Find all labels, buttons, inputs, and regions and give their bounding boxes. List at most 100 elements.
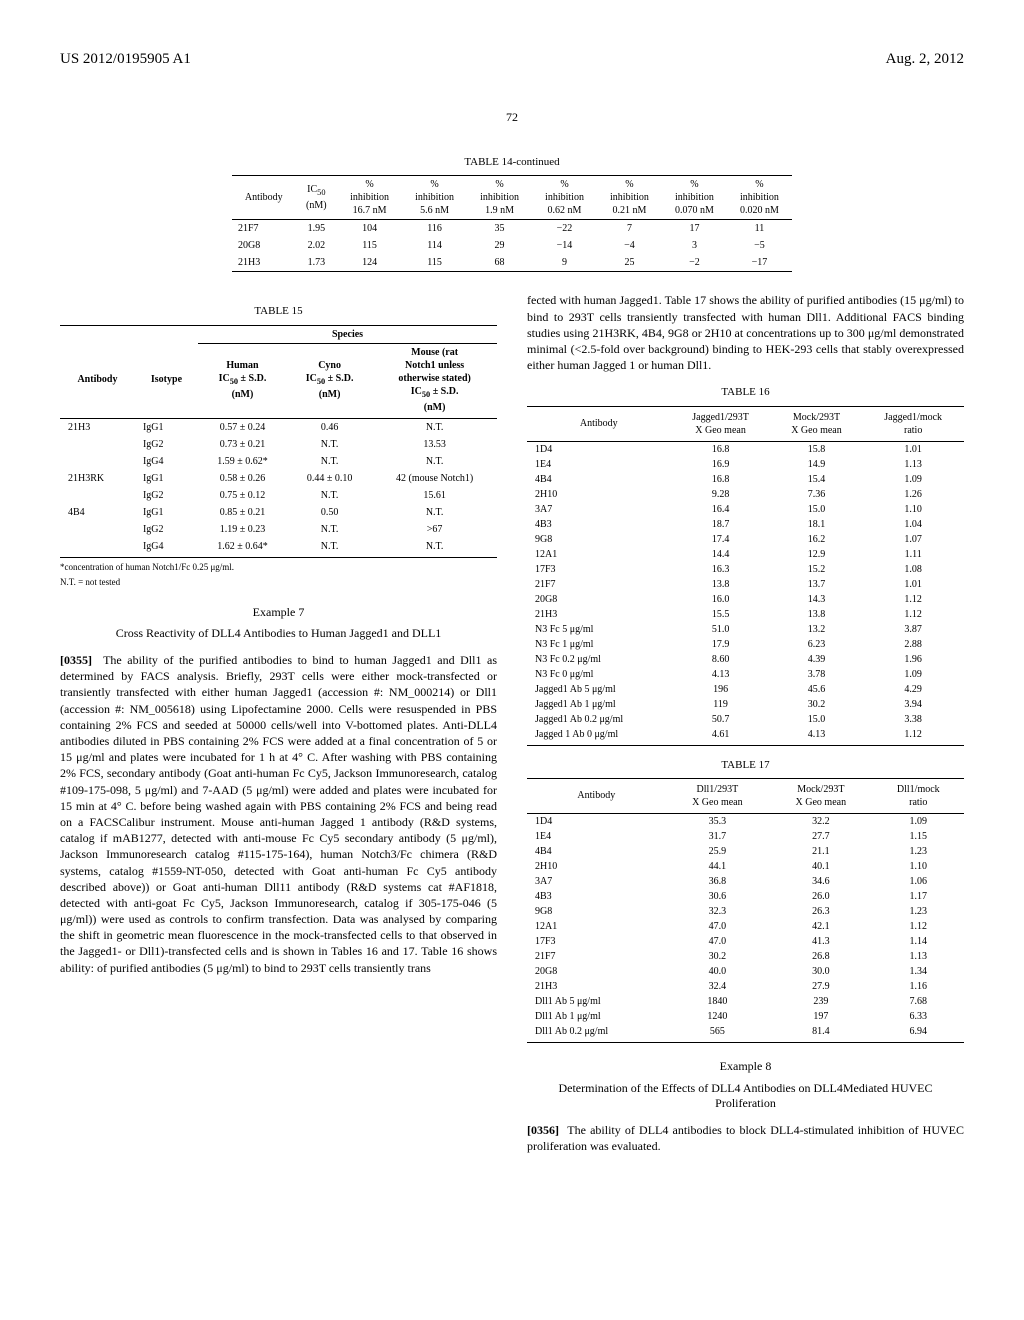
- table-cell: 197: [769, 1009, 872, 1024]
- table-row: 21H3RKIgG10.58 ± 0.260.44 ± 0.1042 (mous…: [60, 470, 497, 487]
- table-cell: 1.01: [862, 441, 964, 457]
- table-cell: 1.19 ± 0.23: [198, 521, 287, 538]
- table-cell: Dll1 Ab 5 μg/ml: [527, 994, 666, 1009]
- table-cell: 18.1: [771, 517, 863, 532]
- table-cell: 1.62 ± 0.64*: [198, 538, 287, 558]
- table-row: 3A716.415.01.10: [527, 502, 964, 517]
- table-cell: 1D4: [527, 813, 666, 829]
- table-cell: 0.58 ± 0.26: [198, 470, 287, 487]
- table-cell: N.T.: [287, 487, 372, 504]
- table-cell: 124: [337, 254, 402, 272]
- table-cell: 2.88: [862, 637, 964, 652]
- table-row: 1D435.332.21.09: [527, 813, 964, 829]
- table-cell: 1.17: [873, 889, 964, 904]
- table-cell: 12.9: [771, 547, 863, 562]
- table-cell: 0.57 ± 0.24: [198, 418, 287, 436]
- table-cell: 9G8: [527, 904, 666, 919]
- table-cell: 196: [671, 682, 771, 697]
- table15-h2: HumanIC50 ± S.D.(nM): [198, 343, 287, 418]
- table-cell: 1.12: [862, 727, 964, 746]
- table15-title: TABLE 15: [60, 304, 497, 318]
- table-cell: 1.09: [873, 813, 964, 829]
- table-row: 20G82.0211511429−14−43−5: [232, 237, 792, 254]
- table-cell: 1.26: [862, 487, 964, 502]
- table-cell: 13.8: [671, 577, 771, 592]
- table-cell: 16.4: [671, 502, 771, 517]
- table-cell: 239: [769, 994, 872, 1009]
- table-cell: 0.46: [287, 418, 372, 436]
- table-cell: 1.13: [873, 949, 964, 964]
- table-cell: 3: [662, 237, 727, 254]
- table-cell: 119: [671, 697, 771, 712]
- example7-text: The ability of the purified antibodies t…: [60, 653, 497, 975]
- table-cell: 29: [467, 237, 532, 254]
- table-row: Jagged1 Ab 0.2 μg/ml50.715.03.38: [527, 712, 964, 727]
- table-cell: 81.4: [769, 1024, 872, 1043]
- table-cell: 3.94: [862, 697, 964, 712]
- table-cell: 14.9: [771, 457, 863, 472]
- table-row: IgG20.73 ± 0.21N.T.13.53: [60, 436, 497, 453]
- table-cell: 34.6: [769, 874, 872, 889]
- table-cell: Dll1 Ab 0.2 μg/ml: [527, 1024, 666, 1043]
- table-row: N3 Fc 1 μg/ml17.96.232.88: [527, 637, 964, 652]
- table16-title: TABLE 16: [527, 385, 964, 399]
- table17-h2: Mock/293TX Geo mean: [769, 778, 872, 813]
- table-cell: Jagged 1 Ab 0 μg/ml: [527, 727, 671, 746]
- table14: Antibody IC50(nM) %inhibition16.7 nM %in…: [232, 175, 792, 272]
- table-cell: IgG1: [135, 418, 198, 436]
- table-cell: 30.2: [771, 697, 863, 712]
- table-row: IgG41.62 ± 0.64*N.T.N.T.: [60, 538, 497, 558]
- publication-date: Aug. 2, 2012: [886, 50, 964, 70]
- table-cell: 115: [337, 237, 402, 254]
- table15-footnote1: *concentration of human Notch1/Fc 0.25 μ…: [60, 562, 497, 574]
- table-row: 1E416.914.91.13: [527, 457, 964, 472]
- table-cell: 1.95: [296, 220, 338, 238]
- table-cell: 14.3: [771, 592, 863, 607]
- table-cell: 1.01: [862, 577, 964, 592]
- table-cell: 27.7: [769, 829, 872, 844]
- table-row: Dll1 Ab 5 μg/ml18402397.68: [527, 994, 964, 1009]
- table-cell: N.T.: [372, 418, 497, 436]
- table16-h1: Jagged1/293TX Geo mean: [671, 406, 771, 441]
- table-cell: 1.15: [873, 829, 964, 844]
- table-cell: 4.13: [671, 667, 771, 682]
- table-cell: 3.78: [771, 667, 863, 682]
- table17-h3: Dll1/mockratio: [873, 778, 964, 813]
- example7-title: Example 7: [60, 605, 497, 621]
- table-cell: 13.53: [372, 436, 497, 453]
- table-row: 3A736.834.61.06: [527, 874, 964, 889]
- table-cell: 21F7: [527, 949, 666, 964]
- table-cell: 1.10: [873, 859, 964, 874]
- table-cell: −22: [532, 220, 597, 238]
- table-row: IgG41.59 ± 0.62*N.T.N.T.: [60, 453, 497, 470]
- table-cell: 21H3: [60, 418, 135, 436]
- table-cell: 25: [597, 254, 662, 272]
- table-cell: 3.38: [862, 712, 964, 727]
- table-cell: IgG1: [135, 470, 198, 487]
- table-cell: 35: [467, 220, 532, 238]
- table-row: 2H1044.140.11.10: [527, 859, 964, 874]
- document-id: US 2012/0195905 A1: [60, 50, 191, 70]
- table-cell: 4.39: [771, 652, 863, 667]
- table-row: 21H332.427.91.16: [527, 979, 964, 994]
- table-cell: 4.13: [771, 727, 863, 746]
- table14-h7: %inhibition0.070 nM: [662, 176, 727, 220]
- table-cell: 1.09: [862, 667, 964, 682]
- table-cell: 4B4: [527, 844, 666, 859]
- table-cell: 3.87: [862, 622, 964, 637]
- table-cell: IgG2: [135, 521, 198, 538]
- table-cell: 116: [402, 220, 467, 238]
- table-row: 17F316.315.21.08: [527, 562, 964, 577]
- table-cell: 35.3: [666, 813, 769, 829]
- table-cell: 2H10: [527, 487, 671, 502]
- table-cell: 42 (mouse Notch1): [372, 470, 497, 487]
- table-cell: 4B4: [527, 472, 671, 487]
- table-cell: 17F3: [527, 562, 671, 577]
- table-cell: 1E4: [527, 829, 666, 844]
- table-cell: [60, 538, 135, 558]
- table-cell: 1.04: [862, 517, 964, 532]
- table-cell: 1.59 ± 0.62*: [198, 453, 287, 470]
- table-cell: 26.3: [769, 904, 872, 919]
- table-cell: 47.0: [666, 934, 769, 949]
- table-cell: −14: [532, 237, 597, 254]
